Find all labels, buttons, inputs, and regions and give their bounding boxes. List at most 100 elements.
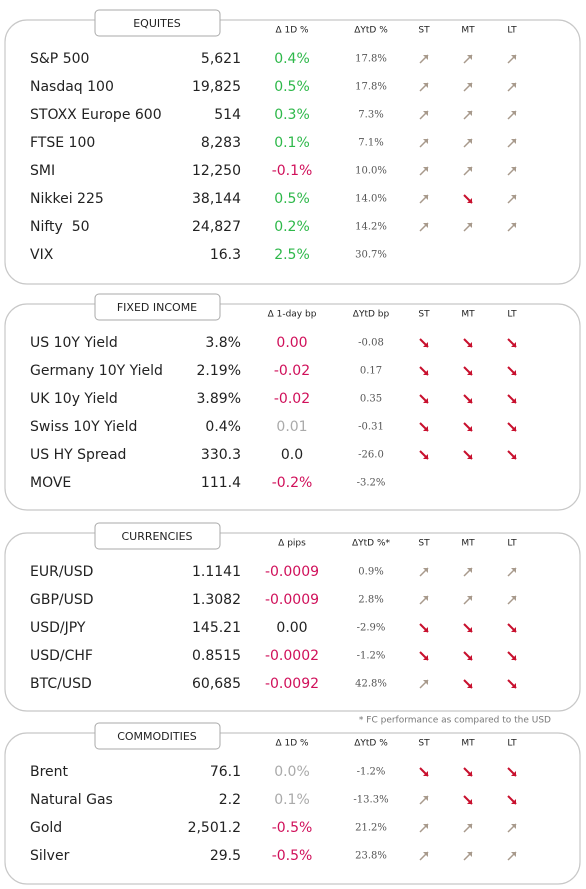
arrow-up — [507, 110, 517, 120]
row-value: 5,621 — [201, 51, 241, 67]
section-box — [4, 303, 581, 511]
row-value: 76.1 — [210, 764, 241, 780]
arrow-down — [419, 450, 429, 460]
arrow-up — [419, 851, 429, 861]
row-ytd: -1.2% — [357, 767, 386, 778]
row-ytd: -0.31 — [358, 422, 384, 433]
column-header: LT — [507, 739, 517, 749]
row-name: USD/JPY — [30, 620, 86, 636]
row-ytd: -26.0 — [358, 450, 384, 461]
row-value: 2.19% — [197, 363, 241, 379]
row-change: 0.5% — [274, 79, 310, 95]
arrow-down — [463, 651, 473, 661]
section-box — [4, 732, 581, 885]
arrow-down — [419, 422, 429, 432]
row-ytd: 17.8% — [355, 82, 387, 93]
row-name: Nikkei 225 — [30, 191, 104, 207]
row-name: USD/CHF — [30, 648, 93, 664]
arrow-down — [463, 450, 473, 460]
arrow-up — [507, 194, 517, 204]
arrow-up — [463, 595, 473, 605]
row-value: 1.1141 — [192, 564, 241, 580]
arrow-up — [463, 567, 473, 577]
arrow-down — [507, 795, 517, 805]
row-change: -0.0092 — [265, 676, 319, 692]
arrow-up — [507, 222, 517, 232]
section-title: COMMODITIES — [117, 730, 197, 743]
footnote: * FC performance as compared to the USD — [359, 716, 551, 726]
row-name: STOXX Europe 600 — [30, 107, 162, 123]
arrow-up — [419, 823, 429, 833]
arrow-down — [507, 767, 517, 777]
arrow-up — [463, 166, 473, 176]
arrow-down — [507, 651, 517, 661]
arrow-up — [419, 679, 429, 689]
row-ytd: 0.17 — [360, 366, 382, 377]
arrow-up — [419, 54, 429, 64]
row-ytd: 21.2% — [355, 823, 387, 834]
section-title: CURRENCIES — [121, 530, 192, 543]
row-name: Brent — [30, 764, 69, 780]
arrow-down — [463, 795, 473, 805]
column-header: MT — [461, 26, 475, 36]
row-value: 145.21 — [192, 620, 241, 636]
row-change: -0.0002 — [265, 648, 319, 664]
row-value: 19,825 — [192, 79, 241, 95]
row-name: US HY Spread — [30, 447, 126, 463]
row-ytd: 14.2% — [355, 222, 387, 233]
row-ytd: 30.7% — [355, 250, 387, 261]
arrow-up — [507, 851, 517, 861]
row-change: 0.0% — [274, 764, 310, 780]
row-value: 330.3 — [201, 447, 241, 463]
arrow-up — [419, 222, 429, 232]
arrow-up — [507, 166, 517, 176]
arrow-down — [507, 366, 517, 376]
column-header: MT — [461, 739, 475, 749]
row-value: 8,283 — [201, 135, 241, 151]
arrow-down — [507, 679, 517, 689]
row-change: 0.4% — [274, 51, 310, 67]
row-value: 1.3082 — [192, 592, 241, 608]
row-change: 2.5% — [274, 247, 310, 263]
arrow-down — [507, 450, 517, 460]
row-name: Nifty 50 — [30, 219, 90, 235]
column-header: Δ 1D % — [275, 739, 309, 749]
arrow-down — [463, 767, 473, 777]
row-value: 12,250 — [192, 163, 241, 179]
row-name: SMI — [30, 163, 55, 179]
row-ytd: 7.1% — [358, 138, 383, 149]
row-change: 0.5% — [274, 191, 310, 207]
row-ytd: -0.08 — [358, 338, 384, 349]
row-value: 60,685 — [192, 676, 241, 692]
row-change: 0.1% — [274, 135, 310, 151]
column-header: Δ pips — [278, 539, 306, 549]
arrow-up — [463, 110, 473, 120]
column-header: Δ 1-day bp — [268, 310, 317, 320]
arrow-down — [507, 338, 517, 348]
section-box — [4, 532, 581, 712]
row-change: -0.1% — [272, 163, 313, 179]
row-change: 0.2% — [274, 219, 310, 235]
arrow-up — [463, 222, 473, 232]
row-value: 2.2 — [219, 792, 241, 808]
row-change: 0.00 — [276, 335, 307, 351]
row-ytd: -1.2% — [357, 651, 386, 662]
column-header: Δ 1D % — [275, 26, 309, 36]
row-name: UK 10y Yield — [30, 391, 118, 407]
row-value: 38,144 — [192, 191, 241, 207]
row-value: 111.4 — [201, 475, 241, 491]
column-header: ΔYtD % — [354, 739, 388, 749]
row-change: 0.0 — [281, 447, 303, 463]
row-change: 0.01 — [276, 419, 307, 435]
row-name: Natural Gas — [30, 792, 113, 808]
row-name: S&P 500 — [30, 51, 89, 67]
row-change: -0.0009 — [265, 592, 319, 608]
row-change: 0.00 — [276, 620, 307, 636]
row-change: -0.0009 — [265, 564, 319, 580]
arrow-down — [419, 651, 429, 661]
row-name: Gold — [30, 820, 62, 836]
arrow-up — [463, 82, 473, 92]
row-name: Nasdaq 100 — [30, 79, 114, 95]
arrow-down — [463, 422, 473, 432]
